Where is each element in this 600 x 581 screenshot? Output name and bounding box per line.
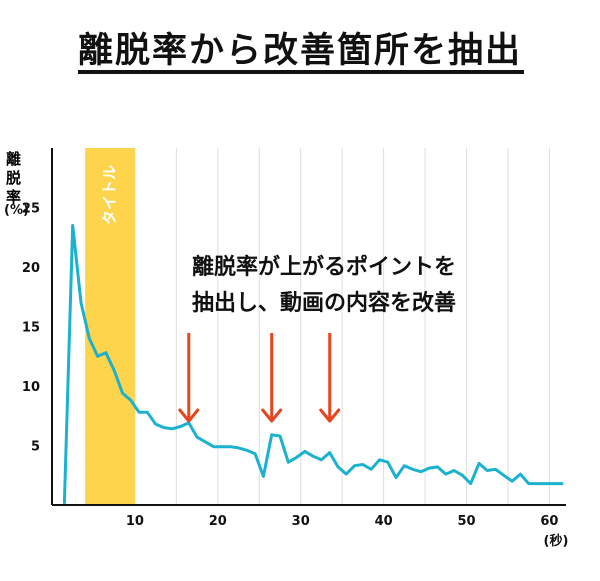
y-axis-label-char: 率: [6, 188, 21, 206]
series-line: [62, 223, 564, 505]
x-tick-label: 50: [457, 514, 475, 529]
arrow-head: [178, 408, 200, 423]
y-axis-label: 離脱率(%): [4, 150, 29, 218]
x-tick-label: 40: [375, 514, 393, 529]
annotation-line: 離脱率が上がるポイントを: [192, 254, 456, 280]
tick-labels: 5 10 15 20 25 10 20 30 40 50 60 (秒): [22, 202, 569, 550]
y-tick-label: 15: [22, 321, 40, 336]
y-tick-label: 20: [22, 261, 40, 276]
x-tick-label: 60: [540, 514, 558, 529]
y-axis-label-unit: (%): [4, 203, 29, 218]
series-polyline: [62, 223, 564, 505]
y-axis-label-char: 脱: [6, 169, 21, 187]
x-axis-unit-label: (秒): [544, 533, 569, 549]
y-tick-label: 25: [22, 202, 40, 217]
title-underline: [78, 70, 524, 74]
y-tick-label: 10: [22, 380, 40, 395]
x-tick-label: 10: [126, 514, 144, 529]
y-axis-label-char: 離: [6, 150, 21, 168]
arrow-head: [261, 408, 283, 423]
x-tick-label: 20: [209, 514, 227, 529]
title-band: タイトル: [85, 148, 135, 505]
band-rect: [85, 148, 135, 505]
axes: [51, 148, 566, 506]
annotation-line: 抽出し、動画の内容を改善: [192, 290, 456, 316]
arrow-head: [319, 408, 341, 423]
page-title: 離脱率から改善箇所を抽出: [77, 31, 522, 71]
y-tick-label: 5: [31, 440, 40, 455]
band-label: タイトル: [101, 165, 119, 225]
arrows: [178, 333, 341, 423]
grid-lines: [92, 148, 550, 505]
x-tick-label: 30: [292, 514, 310, 529]
